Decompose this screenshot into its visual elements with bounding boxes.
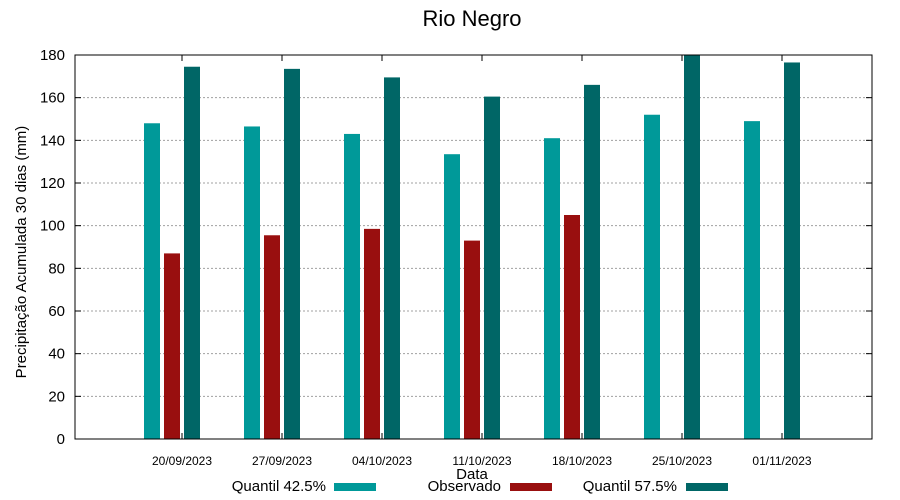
bar-quantil-57-5 (684, 55, 700, 439)
x-tick-label: 18/10/2023 (552, 454, 612, 468)
y-tick-label: 100 (40, 218, 65, 235)
bar-quantil-42-5 (344, 133, 360, 439)
bar-quantil-57-5 (284, 68, 300, 439)
y-tick-label: 60 (48, 303, 65, 320)
y-tick-label: 160 (40, 90, 65, 107)
bar-quantil-42-5 (444, 154, 460, 439)
bar-quantil-57-5 (584, 84, 600, 439)
x-tick-label: 01/11/2023 (752, 454, 811, 468)
y-axis-label: Precipitação Acumulada 30 dias (mm) (13, 126, 30, 379)
x-tick-label: 27/09/2023 (252, 454, 312, 468)
legend-label: Quantil 57.5% (583, 478, 677, 495)
x-axis-ticks: 20/09/2023 27/09/2023 04/10/2023 11/10/2023… (152, 55, 812, 468)
x-axis-label: Data (456, 466, 488, 483)
x-tick-label: 11/10/2023 (452, 454, 511, 468)
bar-quantil-42-5 (144, 123, 160, 440)
bar-quantil-42-5 (244, 126, 260, 439)
legend-swatch (510, 483, 552, 491)
legend-swatch (686, 483, 728, 491)
y-tick-label: 140 (40, 132, 65, 149)
bar-observado (464, 240, 480, 439)
bar-observado (264, 235, 280, 439)
legend: Quantil 42.5% Observado Quantil 57.5% (232, 478, 728, 495)
x-tick-label: 04/10/2023 (352, 454, 412, 468)
y-tick-label: 120 (40, 175, 65, 192)
bar-quantil-57-5 (784, 62, 800, 439)
bar-quantil-42-5 (644, 114, 660, 439)
bar-quantil-42-5 (744, 121, 760, 439)
legend-swatch (334, 483, 376, 491)
plot-frame (74, 54, 873, 440)
bar-observado (164, 253, 180, 439)
bars (144, 55, 800, 440)
y-tick-label: 20 (48, 388, 65, 405)
bar-quantil-57-5 (484, 96, 500, 439)
y-tick-label: 80 (48, 260, 65, 277)
bar-quantil-57-5 (184, 66, 200, 439)
x-tick-label: 20/09/2023 (152, 454, 212, 468)
y-tick-label: 180 (40, 47, 65, 64)
bar-observado (564, 215, 580, 439)
y-axis-ticks: 0 20 40 60 80 100 120 140 160 180 (40, 47, 872, 448)
chart-title: Rio Negro (422, 6, 521, 31)
x-tick-label: 25/10/2023 (652, 454, 712, 468)
bar-quantil-42-5 (544, 138, 560, 439)
legend-label: Quantil 42.5% (232, 478, 326, 495)
bar-observado (364, 228, 380, 439)
legend-label: Observado (428, 478, 501, 495)
y-tick-label: 40 (48, 346, 65, 363)
y-tick-label: 0 (57, 431, 65, 448)
grid-lines (75, 97, 872, 397)
bar-quantil-57-5 (384, 77, 400, 440)
